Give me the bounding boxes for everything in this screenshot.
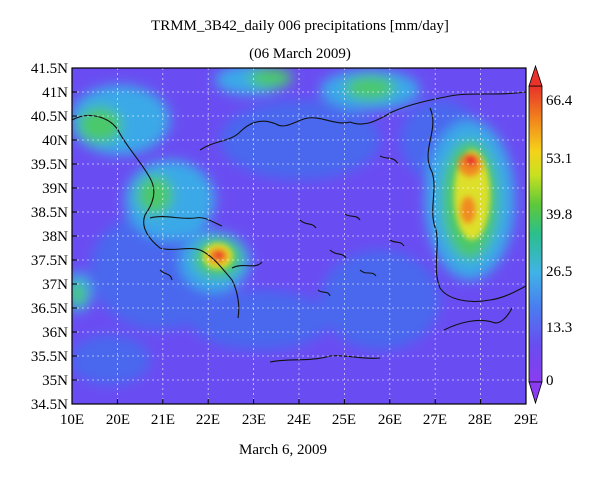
colorbar-label: 53.1 (546, 151, 573, 167)
y-tick-label: 41N (42, 85, 68, 101)
y-tick-label: 39N (42, 181, 68, 197)
field-patch (220, 100, 380, 180)
x-tick-label: 27E (422, 412, 448, 428)
date-caption: March 6, 2009 (239, 442, 327, 458)
colorbar-label: 39.8 (546, 207, 573, 223)
field-patch (345, 76, 395, 100)
map-subtitle: (06 March 2009) (249, 46, 351, 62)
y-tick-label: 37.5N (30, 253, 68, 269)
precipitation-field (72, 68, 526, 404)
field-patch (460, 196, 476, 224)
colorbar-top-arrow (528, 64, 543, 87)
field-patch (72, 335, 150, 385)
colorbar-bottom-arrow (528, 381, 543, 405)
y-tick-label: 36.5N (30, 301, 68, 317)
y-tick-label: 35.5N (30, 349, 68, 365)
x-tick-label: 21E (150, 412, 176, 428)
y-tick-label: 38N (42, 229, 68, 245)
field-patch (214, 251, 224, 259)
colorbar-gradient (528, 85, 543, 383)
x-tick-label: 23E (241, 412, 267, 428)
field-patch (72, 282, 86, 306)
y-tick-label: 40.5N (30, 109, 68, 125)
x-tick-label: 25E (331, 412, 357, 428)
colorbar-label: 13.3 (546, 320, 573, 336)
y-tick-label: 34.5N (30, 397, 68, 413)
y-tick-label: 39.5N (30, 157, 68, 173)
x-tick-label: 29E (513, 412, 539, 428)
x-tick-label: 26E (377, 412, 403, 428)
y-tick-label: 36N (42, 325, 68, 341)
colorbar-label: 0 (546, 373, 554, 389)
field-patch (248, 68, 292, 88)
colorbar (528, 64, 543, 405)
field-patch (78, 107, 122, 143)
x-tick-label: 10E (59, 412, 85, 428)
colorbar-label: 66.4 (546, 93, 573, 109)
y-tick-label: 40N (42, 133, 68, 149)
coastlines (72, 91, 526, 363)
x-tick-label: 28E (467, 412, 493, 428)
field-patch (465, 154, 477, 166)
map-title: TRMM_3B42_daily 006 precipitations [mm/d… (151, 18, 449, 34)
y-tick-label: 38.5N (30, 205, 68, 221)
field-patch (137, 175, 173, 215)
x-tick-label: 20E (105, 412, 131, 428)
colorbar-label: 26.5 (546, 264, 573, 280)
axis-ticks (71, 67, 527, 405)
x-tick-label: 22E (195, 412, 221, 428)
y-tick-label: 37N (42, 277, 68, 293)
grid-lines (72, 68, 526, 404)
field-patch (190, 290, 330, 350)
y-tick-label: 41.5N (30, 61, 68, 77)
field-patch (320, 250, 440, 350)
y-tick-label: 35N (42, 373, 68, 389)
x-tick-label: 24E (286, 412, 312, 428)
